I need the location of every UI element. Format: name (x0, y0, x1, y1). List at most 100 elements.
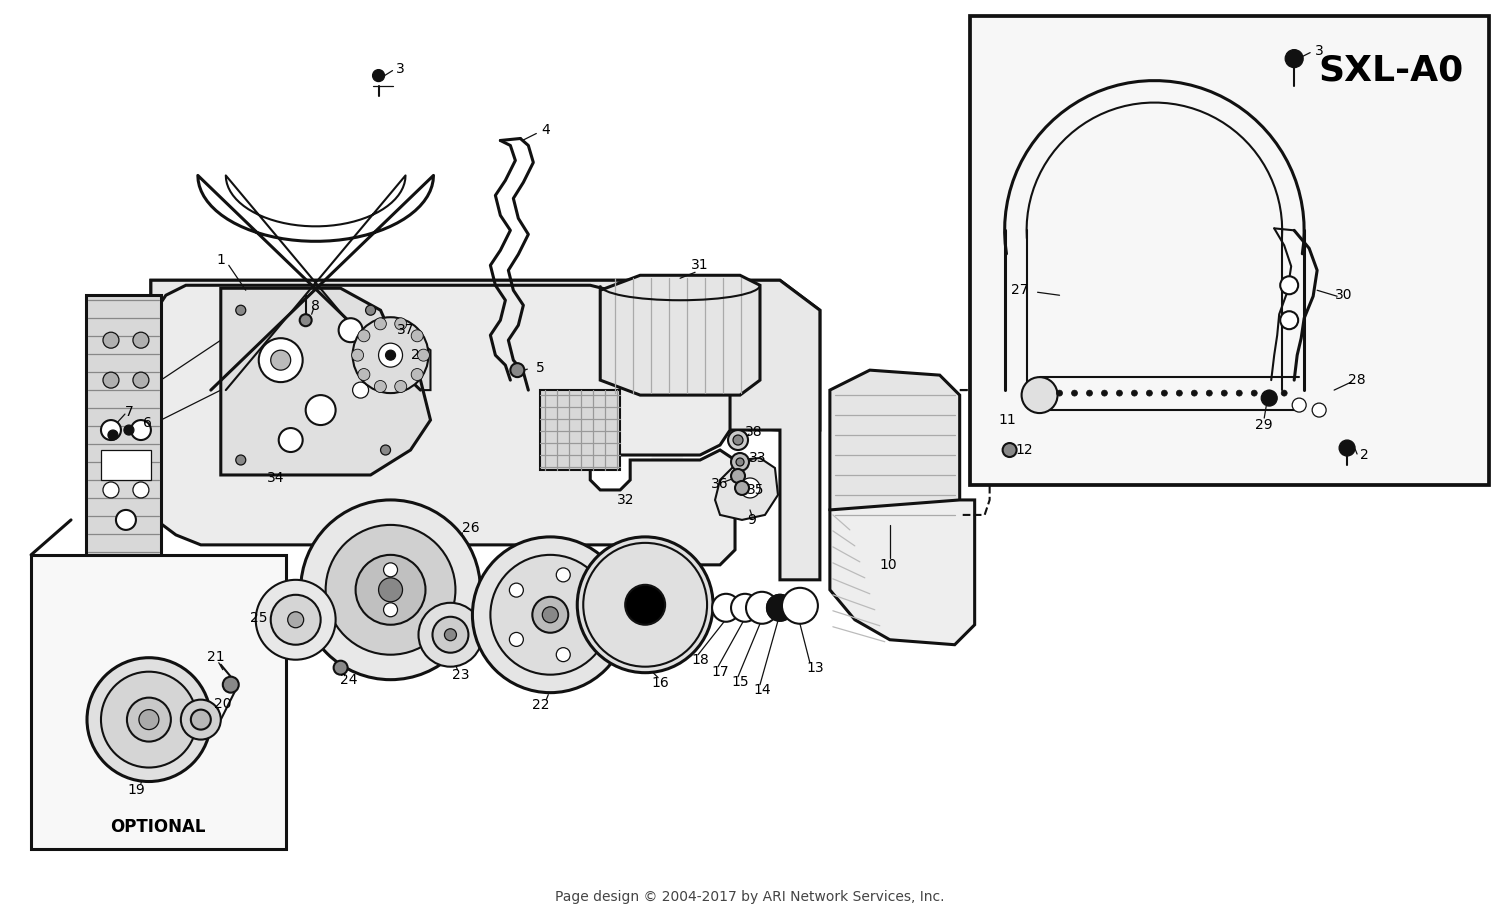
Text: 2: 2 (1359, 448, 1368, 462)
Circle shape (1176, 390, 1182, 396)
Text: 25: 25 (251, 611, 267, 625)
Text: 8: 8 (310, 299, 320, 313)
Circle shape (556, 648, 570, 662)
Circle shape (358, 368, 370, 380)
Text: 35: 35 (747, 483, 765, 497)
Circle shape (510, 583, 524, 597)
Text: 5: 5 (536, 361, 544, 375)
Circle shape (339, 318, 363, 342)
Circle shape (543, 606, 558, 623)
Circle shape (419, 603, 483, 666)
Circle shape (394, 318, 406, 330)
Circle shape (411, 368, 423, 380)
Circle shape (279, 428, 303, 452)
Circle shape (270, 594, 321, 645)
Circle shape (134, 332, 148, 348)
Text: 28: 28 (1348, 373, 1366, 387)
Text: 15: 15 (730, 675, 748, 689)
Circle shape (104, 332, 118, 348)
Circle shape (100, 420, 122, 440)
Text: 26: 26 (462, 521, 478, 535)
Text: 37: 37 (398, 323, 414, 337)
Circle shape (224, 677, 238, 692)
Circle shape (734, 435, 742, 445)
Text: 36: 36 (711, 477, 729, 491)
Text: 34: 34 (267, 471, 285, 485)
Circle shape (1236, 390, 1242, 396)
Text: ARI: ARI (357, 409, 704, 570)
Polygon shape (356, 335, 430, 390)
Circle shape (128, 698, 171, 741)
Circle shape (1251, 390, 1257, 396)
Text: 2: 2 (411, 348, 420, 362)
Text: 4: 4 (542, 124, 549, 138)
Circle shape (258, 338, 303, 382)
Circle shape (626, 585, 664, 625)
Circle shape (372, 69, 384, 81)
Text: 6: 6 (144, 416, 153, 430)
Circle shape (1286, 50, 1304, 67)
Text: Page design © 2004-2017 by ARI Network Services, Inc.: Page design © 2004-2017 by ARI Network S… (555, 891, 945, 905)
Text: 38: 38 (746, 426, 764, 439)
Circle shape (730, 453, 748, 471)
Circle shape (782, 588, 818, 624)
Circle shape (490, 555, 610, 675)
Circle shape (378, 343, 402, 367)
Text: 1: 1 (216, 253, 225, 268)
Circle shape (556, 568, 570, 581)
Circle shape (1131, 390, 1137, 396)
Circle shape (124, 426, 134, 435)
Circle shape (130, 420, 152, 440)
Circle shape (1191, 390, 1197, 396)
Circle shape (1002, 443, 1017, 457)
Polygon shape (716, 458, 778, 520)
Circle shape (1280, 311, 1298, 330)
Text: 33: 33 (748, 451, 766, 465)
Polygon shape (156, 285, 735, 565)
Circle shape (351, 349, 363, 361)
Polygon shape (830, 500, 975, 645)
Circle shape (333, 661, 348, 675)
Text: 13: 13 (806, 661, 824, 675)
Circle shape (417, 349, 429, 361)
Circle shape (730, 469, 746, 483)
Circle shape (384, 563, 398, 577)
Circle shape (384, 603, 398, 617)
Circle shape (182, 700, 220, 739)
Polygon shape (86, 295, 160, 565)
Circle shape (108, 430, 118, 440)
Circle shape (736, 458, 744, 466)
Circle shape (1086, 390, 1092, 396)
Circle shape (712, 593, 740, 622)
Circle shape (510, 363, 525, 378)
Circle shape (381, 445, 390, 455)
Text: 23: 23 (452, 667, 470, 682)
Circle shape (1206, 390, 1212, 396)
Circle shape (387, 361, 394, 369)
Text: 3: 3 (1316, 43, 1323, 57)
Circle shape (766, 594, 794, 621)
Circle shape (1340, 440, 1354, 456)
Circle shape (236, 455, 246, 465)
Text: 21: 21 (207, 650, 225, 664)
Polygon shape (152, 281, 821, 580)
Text: 29: 29 (1256, 418, 1274, 432)
Circle shape (1101, 390, 1107, 396)
Circle shape (190, 710, 211, 729)
Text: 32: 32 (616, 493, 634, 507)
Circle shape (104, 372, 118, 388)
Bar (32, 555, 285, 849)
Bar (100, 450, 152, 480)
Text: 7: 7 (124, 405, 134, 419)
Circle shape (358, 330, 370, 342)
Circle shape (432, 617, 468, 653)
Text: 16: 16 (651, 676, 669, 689)
Text: 20: 20 (214, 697, 231, 711)
Text: 31: 31 (692, 258, 709, 272)
Circle shape (740, 478, 760, 497)
Circle shape (1280, 276, 1298, 294)
Polygon shape (830, 370, 960, 525)
Circle shape (288, 612, 303, 628)
Text: 27: 27 (1011, 283, 1029, 297)
Circle shape (766, 594, 794, 621)
